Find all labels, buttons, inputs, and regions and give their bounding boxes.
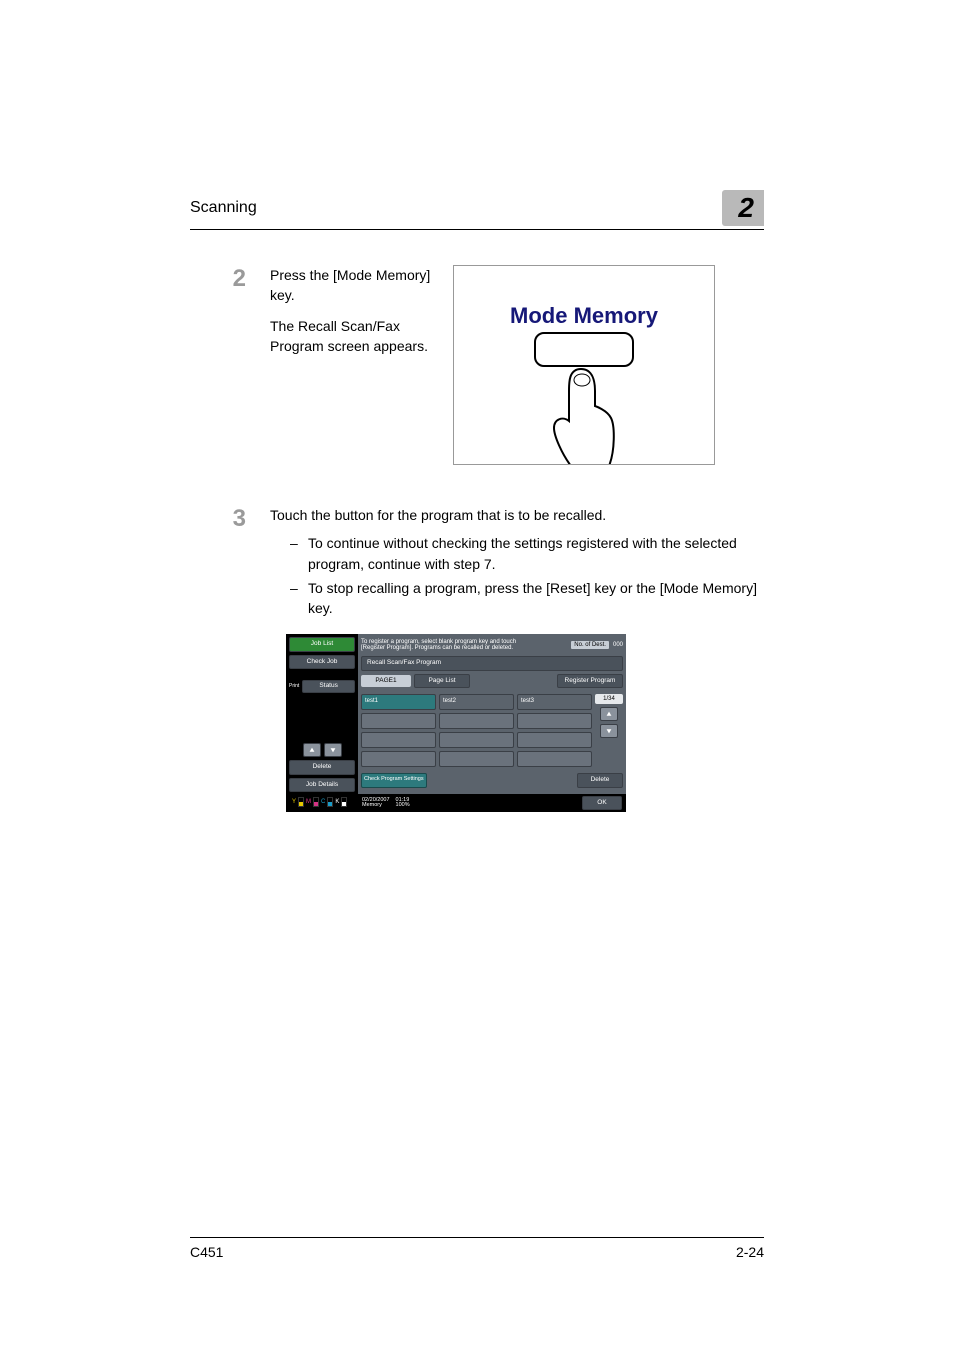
footer-page: 2-24 [736, 1244, 764, 1260]
tab-page-list[interactable]: Page List [414, 674, 470, 689]
page-down-icon[interactable] [600, 724, 618, 738]
program-cell-empty[interactable] [517, 732, 592, 748]
status-button[interactable]: Status [302, 680, 355, 693]
instruction-text: To register a program, select blank prog… [361, 639, 541, 651]
program-cell-empty[interactable] [439, 751, 514, 767]
dest-count: 000 [613, 642, 623, 648]
page-up-icon[interactable] [600, 707, 618, 721]
status-prefix: Print [289, 684, 299, 689]
finger-icon [549, 366, 619, 465]
page-header: Scanning 2 [190, 190, 764, 230]
program-cell[interactable]: test1 [361, 694, 436, 710]
job-details-button[interactable]: Job Details [289, 778, 355, 793]
step3-bullet1: To continue without checking the setting… [290, 533, 764, 574]
program-cell[interactable]: test3 [517, 694, 592, 710]
program-cell-empty[interactable] [361, 713, 436, 729]
page-indicator: 1/34 [595, 694, 623, 704]
step2-line1: Press the [Mode Memory] key. [270, 265, 435, 306]
dest-label: No. of Dest. [571, 641, 609, 649]
footer-model: C451 [190, 1244, 223, 1260]
check-program-button[interactable]: Check Program Settings [361, 773, 427, 788]
program-cell-empty[interactable] [517, 751, 592, 767]
register-program-button[interactable]: Register Program [557, 674, 623, 689]
delete-program-button[interactable]: Delete [577, 773, 623, 788]
step-number: 3 [190, 505, 246, 622]
check-job-button[interactable]: Check Job [289, 655, 355, 670]
mode-memory-key-icon [534, 332, 634, 367]
step-2: 2 Press the [Mode Memory] key. The Recal… [190, 265, 764, 465]
step3-bullet2: To stop recalling a program, press the [… [290, 578, 764, 619]
recall-program-screenshot: Job List Check Job Print Status [286, 634, 626, 812]
step3-intro: Touch the button for the program that is… [270, 505, 764, 525]
job-list-button[interactable]: Job List [289, 637, 355, 652]
delete-button[interactable]: Delete [289, 760, 355, 775]
section-title: Scanning [190, 199, 257, 217]
program-cell-empty[interactable] [361, 751, 436, 767]
datetime-bar: 02/20/2007 Memory 01:19 100% [362, 798, 410, 809]
tab-page1[interactable]: PAGE1 [361, 675, 411, 688]
program-cell-empty[interactable] [361, 732, 436, 748]
toner-status: Y M C K [289, 795, 355, 809]
down-arrow-icon[interactable] [324, 743, 342, 757]
step-number: 2 [190, 265, 246, 465]
panel-title: Recall Scan/Fax Program [361, 656, 623, 671]
page-footer: C451 2-24 [190, 1237, 764, 1260]
program-cell-empty[interactable] [439, 732, 514, 748]
illus-title: Mode Memory [454, 300, 714, 332]
program-cell-empty[interactable] [517, 713, 592, 729]
ok-button[interactable]: OK [582, 796, 622, 811]
chapter-number: 2 [722, 190, 764, 226]
program-cell[interactable]: test2 [439, 694, 514, 710]
step-3: 3 Touch the button for the program that … [190, 505, 764, 622]
up-arrow-icon[interactable] [303, 743, 321, 757]
mode-memory-illustration: Mode Memory [453, 265, 715, 465]
step2-line2: The Recall Scan/Fax Program screen appea… [270, 316, 435, 357]
program-cell-empty[interactable] [439, 713, 514, 729]
